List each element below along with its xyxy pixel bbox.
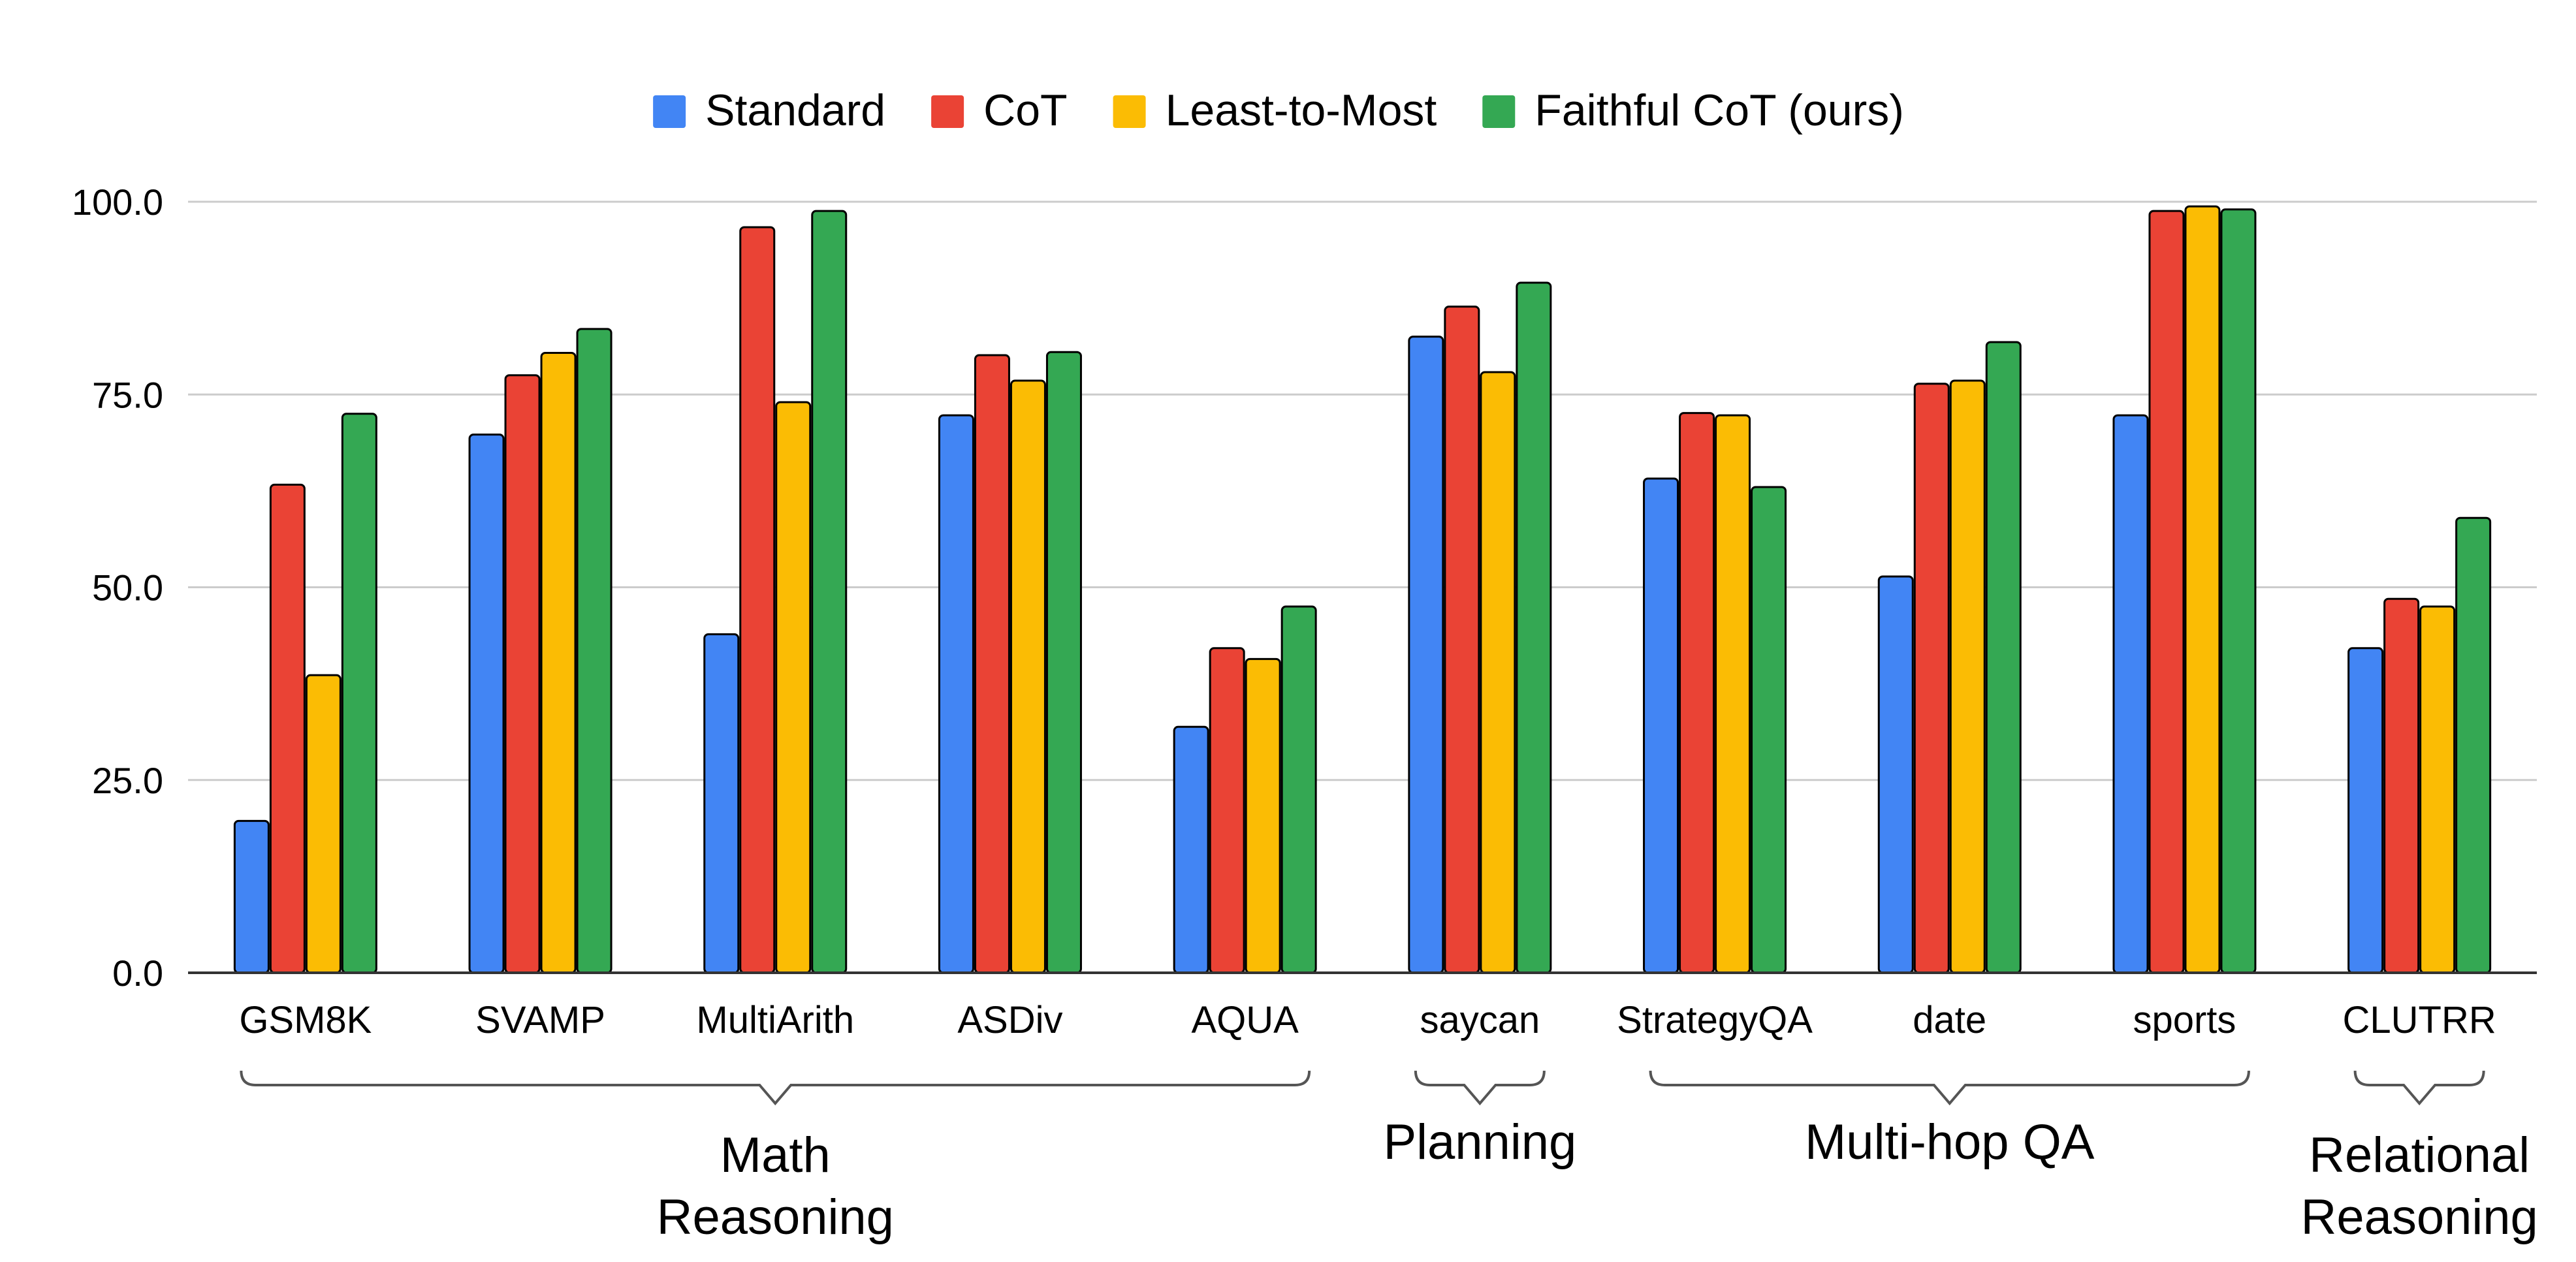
bar <box>1408 336 1444 974</box>
category-group: Multi-hop QA <box>1649 1070 2250 1170</box>
bar <box>2148 210 2185 974</box>
bar <box>1751 486 1787 974</box>
group-label: Reasoning <box>2300 1190 2537 1245</box>
bar <box>2383 597 2420 974</box>
legend-item: Standard <box>653 86 885 135</box>
x-tick-label: AQUA <box>1191 999 1299 1041</box>
category-groups: Math Reasoning Planning Multi-hop QA Relatio… <box>240 1070 2538 1245</box>
bar-group <box>1877 341 2022 974</box>
bar <box>1209 647 1245 974</box>
y-axis: 0.0 25.0 50.0 75.0 100.0 <box>72 181 163 994</box>
bar <box>1480 371 1516 974</box>
bar <box>1679 412 1715 974</box>
y-tick-label: 0.0 <box>112 953 163 994</box>
x-tick-label: MultiArith <box>696 999 854 1041</box>
legend-swatch <box>1482 95 1516 128</box>
bar <box>341 413 377 974</box>
bar <box>1949 379 1986 974</box>
bar <box>811 210 848 974</box>
bar <box>2220 208 2257 974</box>
legend-label: Faithful CoT (ours) <box>1534 86 1904 135</box>
bar-group <box>468 328 612 974</box>
group-brace <box>1649 1070 2250 1106</box>
x-tick-label: SVAMP <box>475 999 605 1041</box>
x-tick-label: date <box>1913 999 1986 1041</box>
bar <box>1877 575 1914 974</box>
bar <box>504 374 541 974</box>
legend-swatch <box>1113 95 1146 128</box>
bar <box>468 434 505 974</box>
bar <box>1715 414 1751 974</box>
group-label: Multi-hop QA <box>1805 1114 2095 1170</box>
x-tick-label: ASDiv <box>957 999 1062 1041</box>
legend: Standard CoT Least-to-Most Faithful CoT (ou… <box>653 86 1904 135</box>
bar <box>1444 306 1480 974</box>
legend-swatch <box>931 95 964 128</box>
bar <box>576 328 612 974</box>
legend-label: CoT <box>983 86 1067 135</box>
group-label: Planning <box>1383 1114 1576 1170</box>
bar-group <box>233 413 377 974</box>
legend-item: Faithful CoT (ours) <box>1482 86 1904 135</box>
bar <box>1045 351 1082 974</box>
bar <box>1913 383 1950 974</box>
bar <box>739 226 776 974</box>
group-brace <box>240 1070 1311 1106</box>
bar-group <box>703 210 848 974</box>
y-tick-label: 75.0 <box>92 374 163 415</box>
bar <box>1010 379 1046 974</box>
bar <box>2184 205 2221 974</box>
bar-group <box>938 351 1082 974</box>
bar <box>2112 414 2149 974</box>
category-group: Relational Reasoning <box>2300 1070 2538 1245</box>
legend-swatch <box>653 95 686 128</box>
group-label: Relational <box>2309 1128 2530 1183</box>
bar <box>974 354 1010 974</box>
bar <box>2347 647 2384 974</box>
y-tick-label: 50.0 <box>92 567 163 608</box>
bar <box>1280 605 1317 974</box>
bar <box>1516 281 1552 974</box>
category-group: Planning <box>1383 1070 1576 1170</box>
group-label: Math <box>720 1128 831 1183</box>
group-label: Reasoning <box>657 1190 894 1245</box>
bars <box>233 205 2492 974</box>
bar <box>305 674 342 974</box>
x-tick-label: CLUTRR <box>2343 999 2496 1041</box>
y-tick-label: 100.0 <box>72 181 163 223</box>
legend-label: Standard <box>705 86 885 135</box>
group-brace <box>1414 1070 1546 1106</box>
bar <box>540 351 577 974</box>
bar-group <box>1408 281 1552 974</box>
y-tick-label: 25.0 <box>92 760 163 801</box>
x-tick-label: sports <box>2133 999 2236 1041</box>
bar <box>2455 516 2492 974</box>
legend-item: Least-to-Most <box>1113 86 1437 135</box>
bar <box>269 483 306 974</box>
bar <box>1173 725 1209 974</box>
bar <box>2419 605 2456 974</box>
x-tick-label: saycan <box>1420 999 1540 1041</box>
bar <box>233 819 270 974</box>
bar <box>775 401 812 974</box>
bar <box>703 633 740 974</box>
bar <box>1245 657 1281 974</box>
group-brace <box>2353 1070 2485 1106</box>
bar <box>1985 341 2022 974</box>
bar <box>1643 477 1679 974</box>
bar-group <box>2112 205 2257 974</box>
x-axis: GSM8K SVAMP MultiArith ASDiv AQUA saycan Strat… <box>239 999 2496 1041</box>
x-tick-label: StrategyQA <box>1617 999 1813 1041</box>
bar <box>938 414 974 974</box>
bar-group <box>1173 605 1317 974</box>
x-tick-label: GSM8K <box>239 999 372 1041</box>
bar-group <box>2347 516 2492 974</box>
legend-item: CoT <box>931 86 1068 135</box>
category-group: Math Reasoning <box>240 1070 1311 1245</box>
bar-group <box>1643 412 1787 974</box>
legend-label: Least-to-Most <box>1166 86 1437 135</box>
